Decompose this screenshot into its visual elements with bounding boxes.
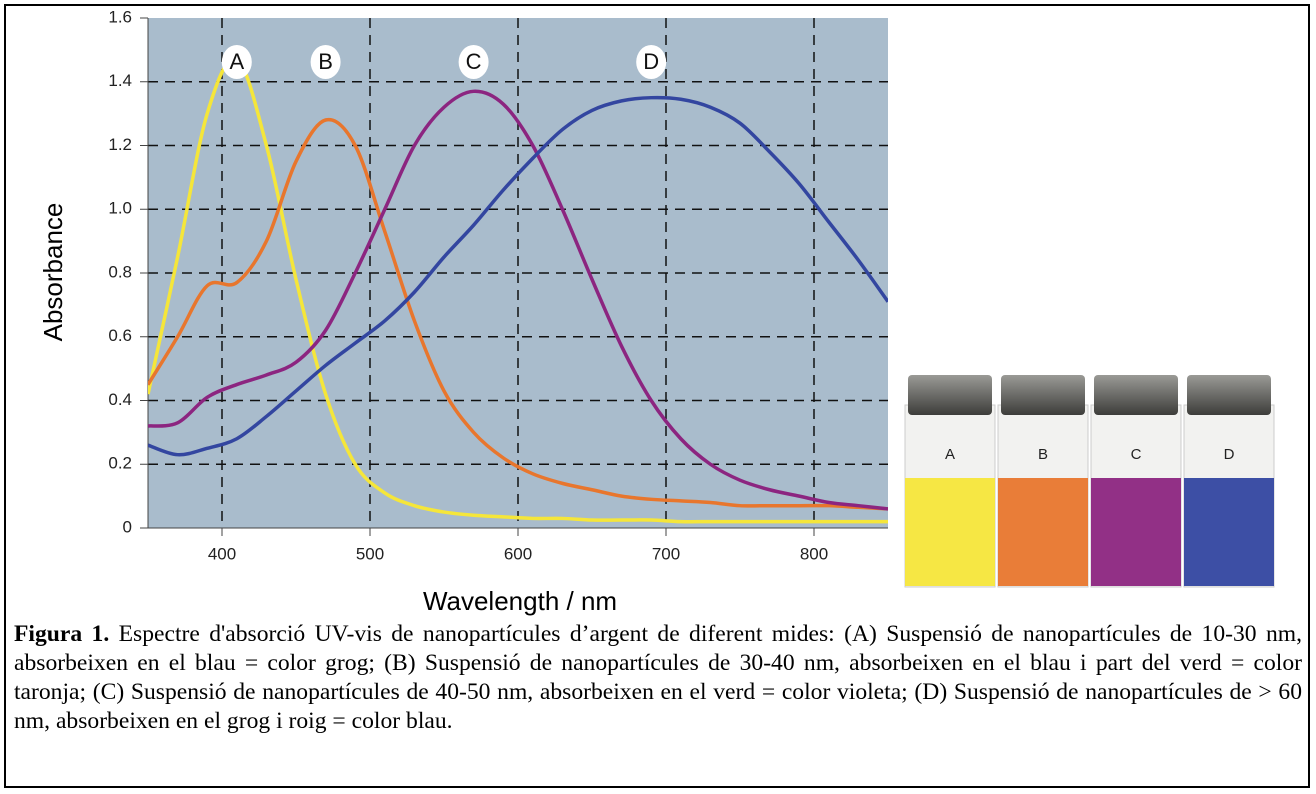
x-tick-label: 400 <box>208 544 236 563</box>
y-tick-label: 1.6 <box>108 7 132 26</box>
vial-liquid <box>905 478 995 586</box>
vial-liquid <box>1091 478 1181 586</box>
series-label: B <box>318 49 333 74</box>
series-line <box>148 117 888 511</box>
chart: Wavelength / nm Absorbance 0 0.2 0.4 0.6 0.8… <box>37 7 1293 616</box>
y-tick-label: 0.2 <box>108 454 132 473</box>
vial-cap <box>1187 375 1271 415</box>
series-label-badge <box>458 45 489 79</box>
y-tick-label: 1.2 <box>108 135 132 154</box>
vial-cap <box>1094 375 1178 415</box>
series-label-badge <box>310 45 341 79</box>
series-line <box>148 57 888 524</box>
vial-label: D <box>1224 446 1235 463</box>
y-tick-label: 0.4 <box>108 390 132 409</box>
vial-label: A <box>945 446 955 463</box>
caption: Figura 1. Espectre d'absorció UV-vis de … <box>14 620 1302 736</box>
y-tick-label: 0 <box>123 517 132 536</box>
y-tick-label: 0.8 <box>108 262 132 281</box>
x-tick-label: 500 <box>356 544 384 563</box>
y-tick-label: 1.4 <box>108 71 132 90</box>
y-tick-label: 0.6 <box>108 326 132 345</box>
caption-label: Figura 1. <box>14 621 110 647</box>
series-label: C <box>466 49 482 74</box>
figure-frame <box>4 4 1310 788</box>
vial-liquid <box>998 478 1088 586</box>
x-tick-label: 600 <box>504 544 532 563</box>
vial-label: C <box>1131 446 1142 463</box>
series-lines <box>148 57 888 524</box>
x-tick-label: 800 <box>800 544 828 563</box>
caption-text: Espectre d'absorció UV-vis de nanopartíc… <box>14 621 1303 734</box>
x-axis-title: Wavelength / nm <box>423 586 617 616</box>
vial-label: B <box>1038 446 1048 463</box>
series-label-badge <box>636 45 667 79</box>
series-line <box>148 95 888 457</box>
vial-liquid <box>1184 478 1274 586</box>
vial-cap <box>1001 375 1085 415</box>
y-tick-label: 1.0 <box>108 199 132 218</box>
series-label: D <box>643 49 659 74</box>
series-label-badge <box>221 45 252 79</box>
plot: 0 0.2 0.4 0.6 0.8 1.0 1.2 1.4 1.6 400 500 600 700 800… <box>108 7 888 563</box>
vial-cap <box>908 375 992 415</box>
series-label: A <box>229 49 244 74</box>
vials-photo: A B C D <box>893 362 1293 592</box>
x-tick-label: 700 <box>652 544 680 563</box>
series-line <box>148 89 888 511</box>
y-axis-title: Absorbance <box>38 203 68 342</box>
